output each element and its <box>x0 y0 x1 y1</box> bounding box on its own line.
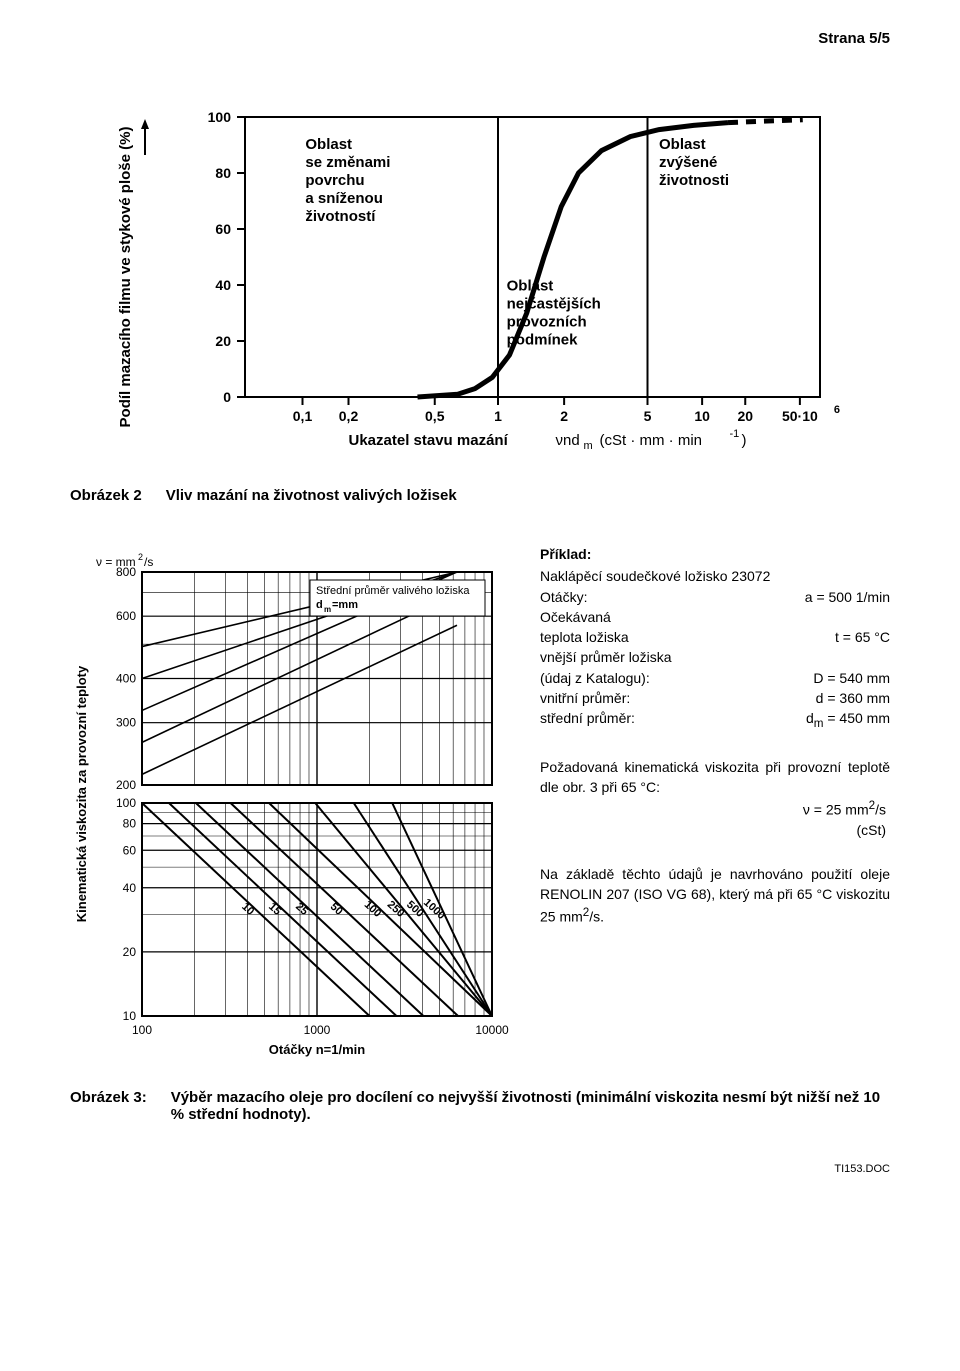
svg-text:100: 100 <box>116 796 136 810</box>
example-row: vnitřní průměr:d = 360 mm <box>540 688 890 708</box>
example-row: vnější průměr ložiska <box>540 647 890 667</box>
figure-3-label: Obrázek 3: <box>70 1089 147 1123</box>
svg-text:80: 80 <box>123 817 137 831</box>
svg-text:životností: životností <box>305 208 376 225</box>
svg-text:300: 300 <box>116 716 136 730</box>
svg-text:Kinematická viskozita za provo: Kinematická viskozita za provozní teplot… <box>74 665 89 922</box>
svg-text:50·10: 50·10 <box>782 408 818 424</box>
svg-text:Oblast: Oblast <box>305 136 352 153</box>
page-number: Strana 5/5 <box>70 30 890 47</box>
svg-text:10: 10 <box>123 1009 137 1023</box>
svg-text:Oblast: Oblast <box>507 278 554 295</box>
chart-1-lubrication-film: Podíl mazacího filmu ve stykové ploše (%… <box>70 97 890 457</box>
svg-text:-1: -1 <box>730 428 740 440</box>
svg-text:): ) <box>742 432 747 449</box>
figure-2-text: Vliv mazání na životnost valivých ložise… <box>166 487 457 504</box>
svg-text:60: 60 <box>215 221 231 237</box>
figure-2-caption: Obrázek 2 Vliv mazání na životnost valiv… <box>70 487 890 504</box>
svg-text:0: 0 <box>223 389 231 405</box>
svg-text:podmínek: podmínek <box>507 332 578 349</box>
svg-text:400: 400 <box>116 672 136 686</box>
svg-text:20: 20 <box>123 945 137 959</box>
svg-text:Otáčky n=1/min: Otáčky n=1/min <box>269 1042 366 1057</box>
svg-text:=mm: =mm <box>332 599 358 611</box>
example-rows: Otáčky:a = 500 1/minOčekávanáteplota lož… <box>540 587 890 734</box>
svg-text:provozních: provozních <box>507 314 587 331</box>
svg-text:Střední průměr valivého ložisk: Střední průměr valivého ložiska <box>316 585 470 597</box>
chart-1-svg: Podíl mazacího filmu ve stykové ploše (%… <box>110 97 850 457</box>
svg-text:Ukazatel stavu mazání: Ukazatel stavu mazání <box>349 432 509 449</box>
svg-text:100: 100 <box>362 899 384 920</box>
figure-3-caption: Obrázek 3: Výběr mazacího oleje pro docí… <box>70 1089 890 1123</box>
svg-text:800: 800 <box>116 565 136 579</box>
svg-text:200: 200 <box>116 778 136 792</box>
example-row: střední průměr:dm = 450 mm <box>540 708 890 733</box>
footer-doc-code: TI153.DOC <box>70 1163 890 1175</box>
example-row: Otáčky:a = 500 1/min <box>540 587 890 607</box>
svg-text:m: m <box>584 440 593 452</box>
example-subtitle: Naklápěcí soudečkové ložisko 23072 <box>540 566 890 586</box>
chart-2-svg: Kinematická viskozita za provozní teplot… <box>70 544 510 1064</box>
svg-text:10: 10 <box>694 408 710 424</box>
svg-text:10: 10 <box>239 901 256 918</box>
svg-text:80: 80 <box>215 165 231 181</box>
svg-text:100: 100 <box>132 1023 152 1037</box>
svg-text:1000: 1000 <box>304 1023 331 1037</box>
svg-text:/s: /s <box>144 555 153 569</box>
svg-text:0,2: 0,2 <box>339 408 359 424</box>
figure-2-label: Obrázek 2 <box>70 487 142 504</box>
svg-text:(cSt · mm · min: (cSt · mm · min <box>600 432 703 449</box>
example-row: teplota ložiskat = 65 °C <box>540 627 890 647</box>
svg-text:20: 20 <box>737 408 753 424</box>
svg-text:25: 25 <box>293 901 310 918</box>
svg-text:a sníženou: a sníženou <box>305 190 383 207</box>
svg-text:50: 50 <box>328 901 345 918</box>
svg-text:νnd: νnd <box>556 432 580 449</box>
lower-content: Kinematická viskozita za provozní teplot… <box>70 544 890 1069</box>
required-viscosity-value: ν = 25 mm2/s <box>540 798 890 820</box>
svg-text:2: 2 <box>138 552 143 562</box>
svg-text:100: 100 <box>208 109 232 125</box>
svg-text:se změnami: se změnami <box>305 154 390 171</box>
svg-text:1: 1 <box>494 408 502 424</box>
svg-text:m: m <box>324 605 331 614</box>
svg-text:6: 6 <box>834 404 840 416</box>
page: Strana 5/5 Podíl mazacího filmu ve styko… <box>0 0 960 1215</box>
svg-text:10000: 10000 <box>475 1023 509 1037</box>
required-viscosity-unit: (cSt) <box>540 820 890 840</box>
svg-text:nejčastějších: nejčastějších <box>507 296 601 313</box>
svg-text:Podíl mazacího filmu ve stykov: Podíl mazacího filmu ve stykové ploše (%… <box>117 127 134 428</box>
svg-text:40: 40 <box>123 881 137 895</box>
svg-text:40: 40 <box>215 277 231 293</box>
example-row: Očekávaná <box>540 607 890 627</box>
example-title: Příklad: <box>540 544 890 564</box>
svg-text:15: 15 <box>266 901 283 918</box>
svg-text:5: 5 <box>644 408 652 424</box>
svg-text:d: d <box>316 599 323 611</box>
example-row: (údaj z Katalogu):D = 540 mm <box>540 668 890 688</box>
svg-text:0,5: 0,5 <box>425 408 445 424</box>
svg-text:životnosti: životnosti <box>659 172 729 189</box>
figure-3-text: Výběr mazacího oleje pro docílení co nej… <box>171 1089 890 1123</box>
chart-2-viscosity-nomogram: Kinematická viskozita za provozní teplot… <box>70 544 510 1069</box>
svg-text:zvýšené: zvýšené <box>659 154 717 171</box>
example-panel: Příklad: Naklápěcí soudečkové ložisko 23… <box>540 544 890 950</box>
svg-text:0,1: 0,1 <box>293 408 313 424</box>
recommendation-text: Na základě těchto údajů je navrhováno po… <box>540 864 890 927</box>
required-viscosity-text: Požadovaná kinematická viskozita při pro… <box>540 757 890 798</box>
svg-text:2: 2 <box>560 408 568 424</box>
svg-text:Oblast: Oblast <box>659 136 706 153</box>
svg-text:600: 600 <box>116 609 136 623</box>
svg-text:povrchu: povrchu <box>305 172 364 189</box>
svg-text:20: 20 <box>215 333 231 349</box>
svg-text:60: 60 <box>123 843 137 857</box>
